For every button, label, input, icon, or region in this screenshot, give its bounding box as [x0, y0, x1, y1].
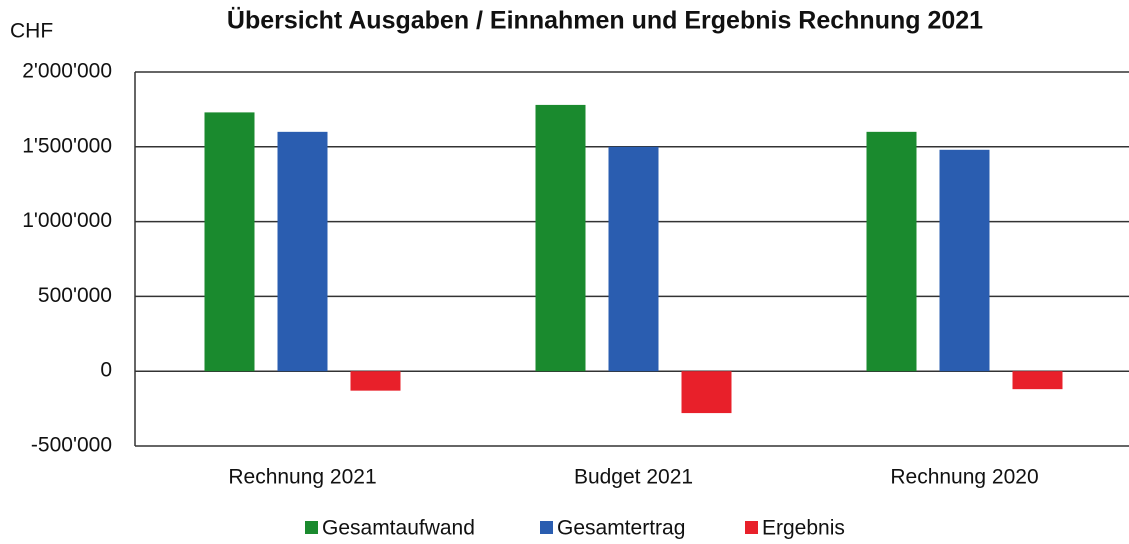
- x-tick-label: Budget 2021: [574, 466, 693, 489]
- bar: [608, 146, 659, 372]
- bar: [1012, 371, 1063, 390]
- bar: [535, 104, 586, 372]
- legend-label: Gesamtaufwand: [322, 517, 475, 540]
- bar: [350, 371, 401, 391]
- y-tick-label: 0: [100, 359, 112, 382]
- bar: [866, 131, 917, 372]
- legend-label: Ergebnis: [762, 517, 845, 540]
- y-tick-label: 1'500'000: [22, 134, 112, 157]
- y-tick-label: -500'000: [31, 434, 112, 457]
- bar: [681, 371, 732, 414]
- y-axis-label: CHF: [10, 20, 53, 43]
- chart-title: Übersicht Ausgaben / Einnahmen und Ergeb…: [227, 6, 983, 35]
- legend-swatch: [305, 521, 318, 534]
- y-tick-label: 1'000'000: [22, 209, 112, 232]
- x-tick-label: Rechnung 2021: [228, 466, 376, 489]
- legend-swatch: [745, 521, 758, 534]
- y-tick-label: 500'000: [38, 284, 112, 307]
- legend-label: Gesamtertrag: [557, 517, 685, 540]
- x-tick-label: Rechnung 2020: [890, 466, 1038, 489]
- bar: [204, 112, 255, 372]
- y-tick-label: 2'000'000: [22, 60, 112, 83]
- bar: [277, 131, 328, 372]
- bar: [939, 149, 990, 372]
- legend-swatch: [540, 521, 553, 534]
